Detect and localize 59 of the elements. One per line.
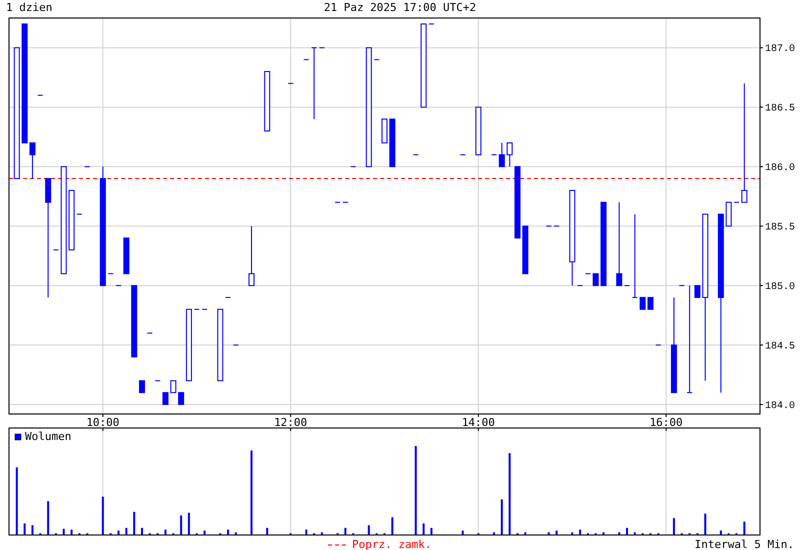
y-tick-label: 186.0 [765, 163, 796, 174]
candlestick [138, 380, 145, 394]
y-tick-label: 184.5 [765, 342, 796, 353]
bar [227, 530, 230, 535]
bar [430, 528, 432, 535]
bar [500, 499, 503, 535]
bar [24, 523, 26, 535]
x-tick-label: 14:00 [462, 416, 495, 429]
candlestick [640, 296, 646, 310]
candlestick [382, 118, 388, 144]
candlestick [686, 285, 693, 394]
x-tick-label: 16:00 [650, 416, 683, 429]
y-tick-label: 187.0 [765, 44, 796, 56]
bar [368, 525, 370, 535]
bar [414, 446, 417, 535]
bar [16, 467, 18, 535]
y-tick-label: 185.0 [765, 282, 796, 294]
y-tick-label: 185.5 [765, 222, 796, 234]
bar [47, 501, 50, 535]
candlestick [45, 178, 52, 298]
bar [164, 530, 166, 535]
bar [266, 528, 268, 535]
chart-title: 1 dzien [6, 1, 52, 14]
y-tick-label: 184.0 [765, 400, 796, 412]
candlestick [248, 226, 255, 286]
bar [180, 515, 182, 535]
candlestick [311, 47, 318, 120]
candlestick [741, 82, 748, 203]
candlestick [162, 392, 168, 405]
y-tick-label: 186.5 [765, 104, 796, 115]
bar [133, 512, 136, 535]
bar [102, 496, 104, 535]
legend-label: Wolumen [25, 430, 72, 443]
bar [743, 522, 746, 535]
chart-subtitle: 21 Paz 2025 17:00 UTC+2 [324, 1, 476, 14]
x-tick-label: 12:00 [274, 416, 308, 429]
candlestick [592, 273, 599, 286]
bar [508, 453, 511, 535]
bar [140, 528, 143, 535]
bar [422, 523, 425, 535]
bar [305, 530, 308, 535]
text: Interwal 5 Min. [694, 538, 794, 550]
bar [626, 528, 628, 535]
bar [672, 518, 675, 535]
candlestick [647, 296, 654, 310]
candlestick [632, 214, 638, 298]
bar [31, 525, 34, 535]
bar [250, 450, 253, 535]
bar [391, 517, 394, 535]
bar [704, 514, 706, 535]
legend-label: Poprz. zamk. [352, 538, 432, 550]
candlestick [616, 202, 622, 286]
bar [70, 530, 73, 535]
bar [188, 512, 190, 535]
bar [579, 530, 582, 535]
candlestick [29, 142, 36, 180]
bar [125, 528, 128, 535]
x-tick-label: 10:00 [86, 416, 120, 429]
bar [344, 528, 346, 535]
